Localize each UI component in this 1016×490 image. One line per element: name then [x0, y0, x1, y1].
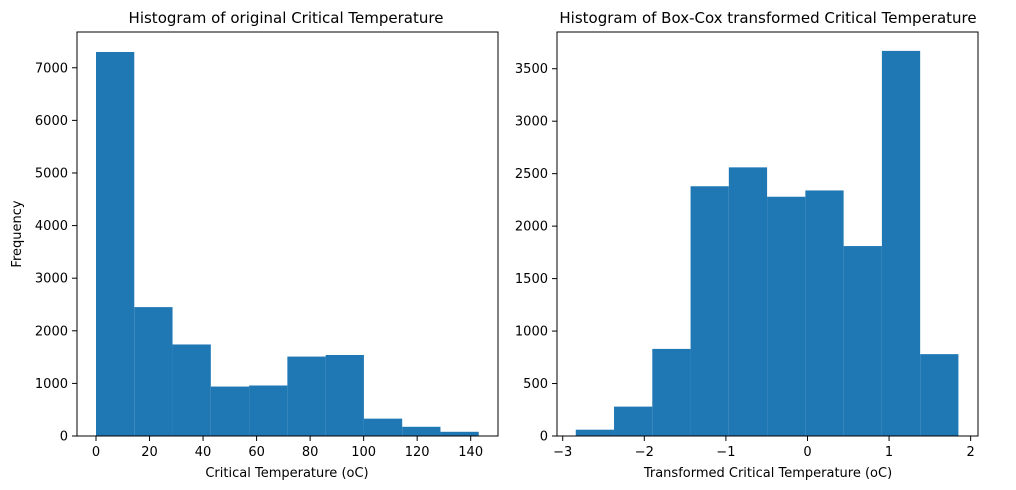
- histogram-bar: [172, 344, 211, 436]
- histogram-bar: [652, 348, 691, 436]
- x-tick-label: 140: [458, 445, 483, 460]
- x-tick-label: 60: [248, 445, 265, 460]
- plot-frame: [556, 31, 979, 437]
- y-axis-ticks: 0 500 1000 1500 2000 2500 3000 3500: [515, 62, 557, 445]
- plot-frame: [76, 31, 499, 437]
- histogram-bar: [287, 356, 326, 436]
- y-tick-label: 3000: [35, 272, 68, 287]
- x-tick-label: −3: [553, 445, 572, 460]
- histogram-bar: [363, 418, 403, 436]
- histogram-bar: [440, 431, 479, 436]
- y-tick-label: 5000: [35, 166, 68, 181]
- x-tick-label: 1: [885, 445, 893, 460]
- y-tick-label: 2000: [35, 324, 68, 339]
- y-tick-label: 1500: [515, 272, 548, 287]
- y-tick-label: 0: [60, 430, 68, 445]
- x-axis-ticks: −3 −2 −1 0 1 2: [553, 436, 975, 460]
- histogram-bar: [690, 186, 729, 436]
- histogram-bar: [843, 246, 882, 436]
- x-tick-label: 80: [302, 445, 319, 460]
- chart-title: Histogram of Box-Cox transformed Critica…: [559, 9, 976, 27]
- bars: [575, 50, 959, 437]
- y-tick-label: 2000: [515, 220, 548, 235]
- histogram-original: Histogram of original Critical Temperatu…: [10, 9, 499, 481]
- y-tick-label: 3000: [515, 115, 548, 130]
- x-tick-label: −1: [716, 445, 735, 460]
- histogram-bar: [210, 386, 250, 436]
- chart-title: Histogram of original Critical Temperatu…: [129, 9, 444, 27]
- y-axis-ticks: 0 1000 2000 3000 4000 5000 6000 7000: [35, 61, 77, 445]
- histogram-bar: [325, 354, 364, 436]
- x-axis-ticks: 0 20 40 60 80 100 120 140: [92, 436, 483, 460]
- x-axis-label: Transformed Critical Temperature (oC): [643, 466, 892, 481]
- histogram-bar: [249, 385, 288, 436]
- y-tick-label: 6000: [35, 114, 68, 129]
- x-tick-label: 2: [967, 445, 975, 460]
- y-tick-label: 1000: [35, 377, 68, 392]
- x-tick-label: 0: [92, 445, 100, 460]
- y-tick-label: 0: [540, 430, 548, 445]
- x-tick-label: 20: [141, 445, 158, 460]
- x-tick-label: 120: [405, 445, 430, 460]
- histogram-bar: [920, 354, 959, 436]
- x-tick-label: 100: [351, 445, 376, 460]
- x-tick-label: 0: [803, 445, 811, 460]
- histogram-bar: [728, 167, 768, 437]
- x-tick-label: −2: [635, 445, 654, 460]
- y-tick-label: 3500: [515, 62, 548, 77]
- histogram-bar: [575, 429, 615, 436]
- histogram-bar: [767, 196, 806, 436]
- histogram-bar: [805, 190, 844, 436]
- y-tick-label: 1000: [515, 325, 548, 340]
- histogram-bar: [614, 406, 653, 436]
- bars: [96, 51, 479, 436]
- y-axis-label: Frequency: [10, 200, 25, 267]
- histogram-bar: [881, 50, 921, 437]
- histogram-bar: [134, 307, 173, 436]
- histogram-bar: [96, 51, 135, 436]
- y-tick-label: 500: [523, 377, 548, 392]
- y-tick-label: 4000: [35, 219, 68, 234]
- y-tick-label: 7000: [35, 61, 68, 76]
- histogram-boxcox: Histogram of Box-Cox transformed Critica…: [515, 9, 979, 481]
- y-tick-label: 2500: [515, 167, 548, 182]
- x-axis-label: Critical Temperature (oC): [205, 466, 368, 481]
- histogram-bar: [402, 426, 441, 436]
- x-tick-label: 40: [195, 445, 212, 460]
